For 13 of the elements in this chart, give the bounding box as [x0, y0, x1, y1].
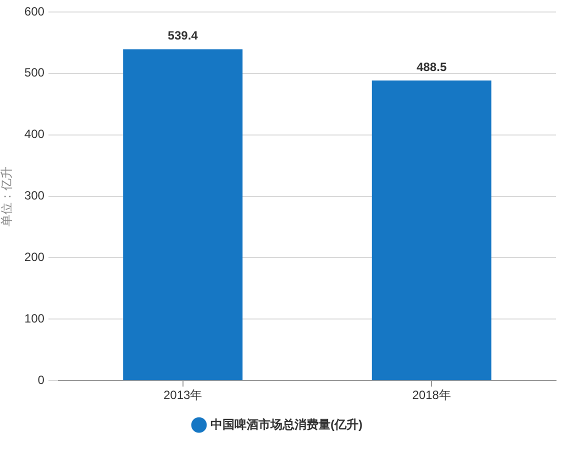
legend-label: 中国啤酒市场总消费量(亿升) [210, 417, 363, 432]
y-tick-label: 600 [24, 4, 45, 18]
y-tick-label: 500 [24, 66, 45, 80]
y-tick-label: 0 [38, 372, 45, 387]
y-tick-label: 200 [24, 250, 45, 264]
y-tick-label: 300 [24, 188, 45, 203]
x-tick-label: 2018年 [412, 388, 451, 402]
y-axis-title: 单位：亿升 [0, 166, 14, 226]
y-tick-label: 400 [24, 127, 45, 142]
y-tick-label: 100 [24, 311, 45, 326]
x-tick-label: 2013年 [163, 388, 202, 402]
data-label: 539.4 [168, 28, 198, 43]
data-label: 488.5 [416, 60, 447, 74]
